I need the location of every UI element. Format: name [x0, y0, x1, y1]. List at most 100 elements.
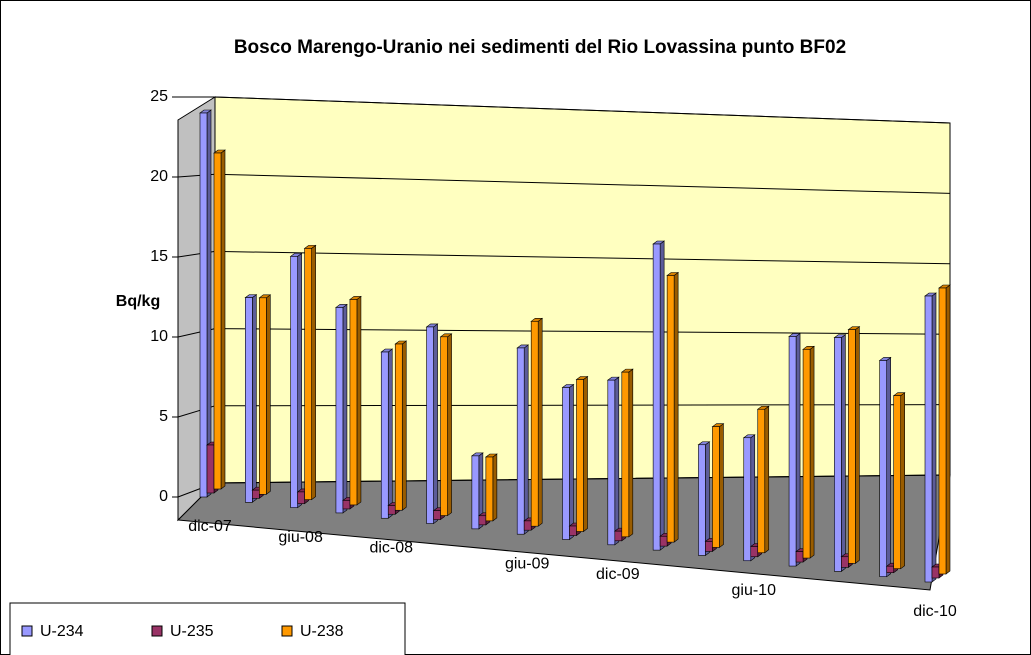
bar-side — [401, 340, 407, 511]
bar — [213, 152, 222, 490]
bar-side — [900, 392, 905, 570]
legend-swatch — [21, 625, 33, 637]
bar — [206, 444, 215, 494]
bar — [757, 408, 766, 554]
x-tick-label: dic-07 — [188, 518, 232, 535]
legend-label: U-238 — [300, 623, 344, 640]
bar — [259, 297, 267, 495]
bar — [569, 525, 577, 536]
grid-line — [214, 250, 951, 265]
bar — [841, 556, 849, 568]
bar — [290, 256, 298, 508]
bar-side — [523, 344, 529, 535]
bar-side — [252, 294, 257, 503]
bar — [802, 349, 811, 559]
bar-side — [886, 356, 891, 578]
bar-side — [931, 292, 937, 583]
bar-side — [311, 244, 316, 501]
x-tick-label: dic-10 — [913, 603, 957, 620]
bar — [705, 541, 713, 552]
grid-line — [214, 173, 951, 194]
bar — [614, 530, 623, 542]
y-axis-label: Bq/kg — [116, 293, 160, 310]
bar — [304, 248, 312, 500]
y-tick-label: 5 — [159, 408, 168, 425]
bar-side — [266, 294, 271, 495]
bar — [698, 444, 706, 556]
bar — [879, 360, 887, 577]
y-tick-label: 10 — [150, 328, 168, 345]
bar — [712, 426, 720, 548]
legend-label: U-234 — [40, 623, 84, 640]
bar — [924, 295, 933, 583]
bar-side — [764, 405, 770, 554]
bar — [834, 337, 842, 572]
x-tick-label: giu-10 — [732, 582, 777, 599]
bar-side — [945, 284, 951, 575]
bar-side — [855, 326, 860, 564]
bar — [387, 505, 396, 515]
bar — [562, 387, 570, 540]
bar-side — [795, 332, 801, 567]
bar-side — [447, 333, 452, 517]
bar — [394, 343, 403, 511]
legend — [9, 602, 406, 655]
bar-side — [220, 149, 226, 490]
bar — [199, 112, 208, 498]
bar — [750, 546, 759, 558]
y-tick-label: 20 — [150, 168, 168, 185]
bar — [335, 307, 344, 514]
bar — [440, 336, 448, 516]
bar-side — [569, 383, 574, 541]
x-tick-label: giu-09 — [505, 555, 550, 572]
bar-side — [659, 240, 665, 551]
bar — [795, 551, 804, 563]
bar — [886, 565, 894, 573]
bar-side — [537, 317, 543, 527]
bar — [621, 371, 630, 538]
bar — [893, 395, 901, 569]
bar-side — [297, 252, 302, 509]
bar-side — [750, 434, 756, 562]
bar — [478, 515, 487, 526]
bar — [530, 321, 539, 527]
bar-side — [841, 334, 846, 572]
bar — [523, 520, 532, 531]
bar — [433, 510, 441, 520]
grid-line — [214, 96, 951, 124]
bar — [938, 287, 947, 575]
bar — [516, 347, 525, 535]
bar-side — [705, 441, 710, 557]
legend-swatch — [151, 625, 163, 637]
bar-side — [673, 271, 679, 543]
bar — [607, 379, 616, 546]
bar — [342, 500, 351, 510]
bar — [666, 275, 675, 543]
y-tick-label: 25 — [150, 88, 168, 105]
bar-side — [719, 423, 724, 549]
bar-side — [628, 368, 634, 538]
bar — [485, 456, 494, 522]
bar — [931, 566, 940, 579]
chart-title: Bosco Marengo-Uranio nei sedimenti del R… — [234, 37, 846, 58]
bar — [426, 326, 434, 524]
bar — [652, 243, 661, 551]
bar — [788, 336, 797, 567]
x-tick-label: giu-08 — [278, 529, 323, 546]
bar — [349, 299, 358, 506]
y-tick-label: 15 — [150, 248, 168, 265]
bar — [848, 329, 856, 564]
bar-side — [614, 376, 620, 546]
bar — [252, 489, 260, 499]
bar-side — [387, 348, 393, 519]
bar-side — [809, 345, 815, 559]
bar — [659, 535, 668, 547]
bar-side — [206, 109, 212, 498]
bar — [471, 455, 480, 530]
bar-side — [492, 453, 498, 522]
x-tick-label: dic-09 — [596, 566, 640, 583]
legend-swatch — [281, 625, 293, 637]
bar — [576, 379, 584, 532]
legend-label: U-235 — [170, 623, 214, 640]
